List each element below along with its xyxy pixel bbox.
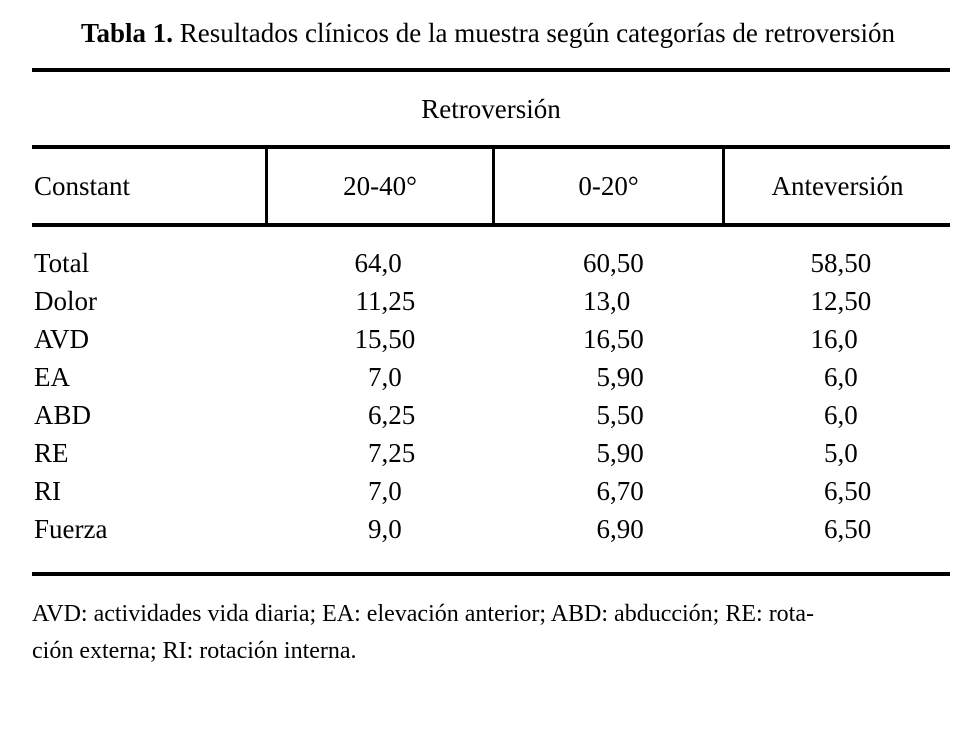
table-rule-bottom: [32, 572, 950, 576]
row-value: 6,50: [824, 514, 872, 544]
table-rule-top: [32, 68, 950, 72]
row-value: 5,90: [596, 362, 644, 392]
table-body: Total 64,0 60,50 58,50 Dolor 11,25 13,0 12,50 AV…: [32, 227, 950, 572]
row-value: 9,0: [368, 514, 402, 544]
row-value: 58,50: [810, 248, 872, 278]
row-value: 5,0: [824, 438, 858, 468]
row-label: Dolor: [34, 286, 97, 316]
table-header-row: Constant 20-40° 0-20° Anteversión: [32, 149, 950, 223]
footnote-line: ción externa; RI: rotación interna.: [32, 638, 357, 664]
row-value: 12,50: [810, 286, 872, 316]
row-value: 5,50: [596, 400, 644, 430]
table-title-text: Resultados clínicos de la muestra según …: [173, 18, 896, 48]
row-value: 6,25: [368, 400, 416, 430]
footnote-line: AVD: actividades vida diaria; EA: elevac…: [32, 601, 814, 627]
page-title: Tabla 1. Resultados clínicos de la muest…: [58, 14, 918, 52]
table-row: Total 64,0 60,50 58,50: [32, 244, 950, 282]
row-value: 60,50: [583, 248, 644, 278]
row-label: RI: [34, 476, 61, 506]
table-row: ABD 6,25 5,50 6,0: [32, 396, 950, 434]
row-label: EA: [34, 362, 70, 392]
column-header-anteversion: Anteversión: [771, 170, 904, 201]
table-row: Fuerza 9,0 6,90 6,50: [32, 510, 950, 548]
row-value: 7,0: [368, 476, 402, 506]
table-group-header: Retroversión: [421, 94, 561, 124]
table-row: RE 7,25 5,90 5,0: [32, 434, 950, 472]
column-header-20-40: 20-40°: [268, 149, 495, 223]
table-row: AVD 15,50 16,50 16,0: [32, 320, 950, 358]
row-value: 7,25: [368, 438, 416, 468]
table-number-label: Tabla 1.: [80, 18, 174, 48]
column-header-0-20: 0-20°: [495, 149, 725, 223]
table-rule-under-header: [32, 223, 950, 227]
row-value: 7,0: [368, 362, 402, 392]
row-value: 13,0: [583, 286, 631, 316]
results-table: Retroversión Constant 20-40° 0-20° Antev…: [32, 68, 950, 576]
row-value: 6,0: [824, 362, 858, 392]
table-row: EA 7,0 5,90 6,0: [32, 358, 950, 396]
table-row: RI 7,0 6,70 6,50: [32, 472, 950, 510]
table-rule-under-group: [32, 145, 950, 149]
row-value: 5,90: [596, 438, 644, 468]
row-label: RE: [34, 438, 69, 468]
row-value: 6,90: [596, 514, 644, 544]
row-label: AVD: [34, 324, 90, 354]
row-value: 16,0: [810, 324, 858, 354]
row-label: Total: [34, 248, 90, 278]
row-value: 15,50: [354, 324, 416, 354]
row-value: 6,70: [596, 476, 644, 506]
table-row: Dolor 11,25 13,0 12,50: [32, 282, 950, 320]
row-value: 16,50: [583, 324, 644, 354]
row-label: Fuerza: [34, 514, 108, 544]
row-value: 64,0: [354, 248, 402, 278]
row-value: 11,25: [355, 286, 416, 316]
table-footnote: AVD: actividades vida diaria; EA: elevac…: [32, 596, 950, 670]
row-value: 6,0: [824, 400, 858, 430]
row-value: 6,50: [824, 476, 872, 506]
row-label: ABD: [34, 400, 92, 430]
column-header-constant: Constant: [32, 149, 268, 223]
